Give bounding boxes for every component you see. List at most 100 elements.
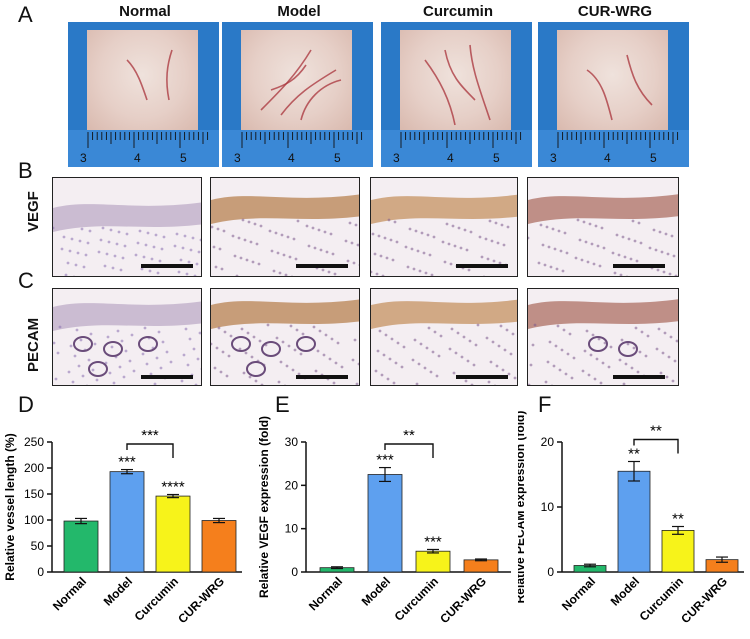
x-tick-label: Curcumin [392,574,442,624]
tissue-texture [211,178,359,276]
pecam-histology-normal [52,288,202,386]
panel-letter-d: D [18,392,34,417]
y-tick-label: 20 [541,435,555,449]
ruler-number: 4 [288,151,295,165]
bracket-label: ** [650,423,662,440]
group-title-cur-wrg: CUR-WRG [577,3,653,20]
chart-pecam-expression: Relative PECAM expression (fold) 0 10 20 Nor… [518,411,744,626]
chart-vegf-expression: Relative VEGF expression (fold) 0 10 20 30 No… [257,416,511,626]
x-tick-label: Model [101,574,135,608]
pecam-histology-model [210,288,360,386]
wound-photo-normal: 3 4 5 [68,22,219,167]
significance-bracket [384,443,434,458]
scale-bar [141,375,193,379]
wound-photo-cur-wrg: 3 4 5 [538,22,689,167]
tissue-texture [371,289,517,385]
wound-photo-curcumin: 3 4 5 [381,22,532,167]
ruler-number: 4 [604,151,611,165]
group-title-curcumin: Curcumin [422,3,493,20]
ruler: 3 4 5 [68,130,219,167]
row-label-vegf: VEGF [25,191,42,232]
wound-skin [87,30,198,130]
y-tick-label: 50 [31,539,45,553]
significance-bracket [633,438,679,454]
panel-letter-e: E [275,392,290,417]
ruler-number: 5 [334,151,341,165]
y-tick-label: 0 [547,565,554,579]
bar-model [617,470,651,573]
scale-bar [296,264,348,268]
tissue-texture [371,178,517,276]
bar-curcumin [155,495,191,573]
ruler: 3 4 5 [381,130,532,167]
ruler-number: 3 [80,151,87,165]
y-tick-label: 0 [37,565,44,579]
x-tick-label: CUR-WRG [678,574,730,626]
panel-letter-f: F [538,392,552,417]
scale-bar [141,264,193,268]
y-tick-label: 10 [541,500,555,514]
wound-skin [400,30,511,130]
y-tick-label: 10 [285,522,299,536]
tissue-texture [53,289,201,385]
wound-photo-model: 3 4 5 [222,22,373,167]
ruler-number: 3 [234,151,241,165]
bar-curcumin [661,530,695,573]
x-tick-label: CUR-WRG [437,574,489,626]
panel-letter-c: C [18,268,34,293]
y-tick-label: 20 [285,478,299,492]
pecam-histology-cur-wrg [527,288,679,386]
bar-cur-wrg [201,520,237,573]
y-axis-label: Relative VEGF expression (fold) [257,416,271,598]
tissue-texture [211,289,359,385]
scale-bar [613,375,665,379]
vessel-pattern [586,54,653,121]
ruler-number: 4 [134,151,141,165]
chart-vessel-length: Relative vessel length (%) 0 50 100 150 200 25… [3,427,242,626]
y-tick-label: 250 [24,435,44,449]
group-title-model: Model [277,3,321,20]
significance-label: **** [161,479,185,496]
scale-bar [456,375,508,379]
vegf-histology-normal [52,177,202,277]
vegf-histology-curcumin [370,177,518,277]
bracket-label: ** [403,427,415,444]
vessel-pattern [424,44,491,126]
ruler: 3 4 5 [538,130,689,167]
y-axis-label: Relative PECAM expression (fold) [518,411,527,604]
bracket-label: *** [141,427,159,444]
scale-bar [296,375,348,379]
significance-label: ** [672,511,684,528]
vessel-pattern [260,49,342,121]
vessel-pattern [126,49,173,101]
x-tick-label: Normal [306,574,345,613]
tissue-texture [53,178,201,276]
significance-label: *** [376,452,394,469]
panel-letter-b: B [18,158,33,183]
y-axis-label: Relative vessel length (%) [3,433,17,580]
bar-cur-wrg [463,559,499,573]
significance-label: ** [628,446,640,463]
bar-model [367,474,403,573]
significance-label: *** [118,454,136,471]
ruler-number: 5 [493,151,500,165]
x-tick-label: CUR-WRG [175,574,227,626]
x-tick-label: Model [608,574,642,608]
scale-bar [456,264,508,268]
x-tick-label: Model [359,574,393,608]
x-tick-label: Normal [50,574,89,613]
x-tick-label: Normal [559,574,598,613]
wound-skin [241,30,352,130]
y-tick-label: 200 [24,461,44,475]
bar-curcumin [415,550,451,573]
bar-model [109,471,145,573]
ruler-number: 5 [650,151,657,165]
y-tick-label: 30 [285,435,299,449]
scale-bar [613,264,665,268]
ruler: 3 4 5 [222,130,373,167]
vegf-histology-model [210,177,360,277]
group-title-normal: Normal [119,3,171,20]
significance-bracket [126,443,174,458]
ruler-number: 5 [180,151,187,165]
row-label-pecam: PECAM [25,317,42,372]
